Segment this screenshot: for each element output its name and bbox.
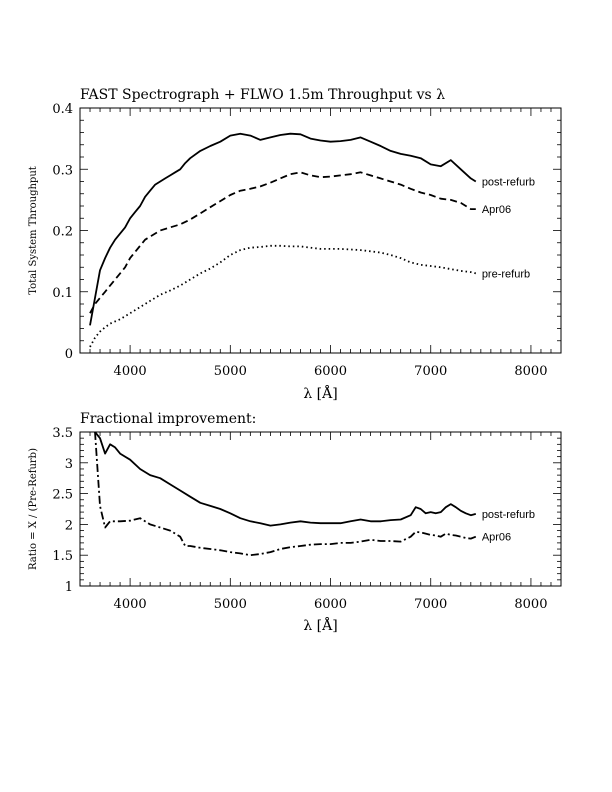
- x-tick-label: 5000: [214, 364, 247, 379]
- x-tick-label: 5000: [214, 597, 247, 612]
- y-tick-label: 1: [65, 580, 73, 595]
- x-tick-label: 8000: [514, 597, 547, 612]
- series-line-post-refurb: [94, 431, 477, 527]
- series-label: pre-refurb: [482, 268, 530, 280]
- improvement-panel: 4000 5000 6000 7000 8000 1 1.5 2 2.5 3 3.5 Fraction…: [28, 411, 562, 634]
- y-tick-label: 0.3: [52, 163, 73, 178]
- x-tick-label: 4000: [114, 364, 147, 379]
- series-label: post-refurb: [482, 509, 535, 521]
- x-tick-label: 6000: [314, 597, 347, 612]
- y-tick-label: 3: [65, 457, 73, 472]
- series-line-apr06: [94, 431, 477, 557]
- y-tick-label: 1.5: [52, 549, 73, 564]
- y-axis-label: Ratio = X / (Pre-Refurb): [28, 448, 39, 570]
- series-line-pre-refurb: [89, 244, 477, 348]
- y-tick-label: 0: [65, 347, 73, 362]
- y-tick-label: 0.4: [52, 102, 73, 117]
- y-axis-label: Total System Throughput: [28, 166, 39, 295]
- y-tick-label: 2.5: [52, 488, 73, 503]
- x-tick-label: 7000: [414, 364, 447, 379]
- x-tick-label: 8000: [514, 364, 547, 379]
- x-tick-label: 7000: [414, 597, 447, 612]
- x-tick-label: 6000: [314, 364, 347, 379]
- x-axis-label: λ [Å]: [303, 384, 337, 402]
- series-line-apr06: [89, 171, 476, 314]
- series-label: Apr06: [482, 204, 511, 216]
- x-tick-label: 4000: [114, 597, 147, 612]
- y-tick-label: 2: [65, 518, 73, 533]
- y-tick-label: 0.1: [52, 286, 73, 301]
- series-line-post-refurb: [89, 132, 477, 326]
- plot-frame: [79, 107, 562, 354]
- chart-title: FAST Spectrograph + FLWO 1.5m Throughput…: [80, 87, 445, 103]
- throughput-panel: 4000 5000 6000 7000 8000 0 0.1 0.2 0.3 0.4 FAST Sp…: [28, 87, 562, 402]
- x-axis-label: λ [Å]: [303, 616, 337, 634]
- y-tick-label: 0.2: [52, 225, 73, 240]
- chart-title: Fractional improvement:: [80, 411, 256, 427]
- series-label: post-refurb: [482, 177, 535, 189]
- y-tick-label: 3.5: [52, 426, 73, 441]
- series-label: Apr06: [482, 532, 511, 544]
